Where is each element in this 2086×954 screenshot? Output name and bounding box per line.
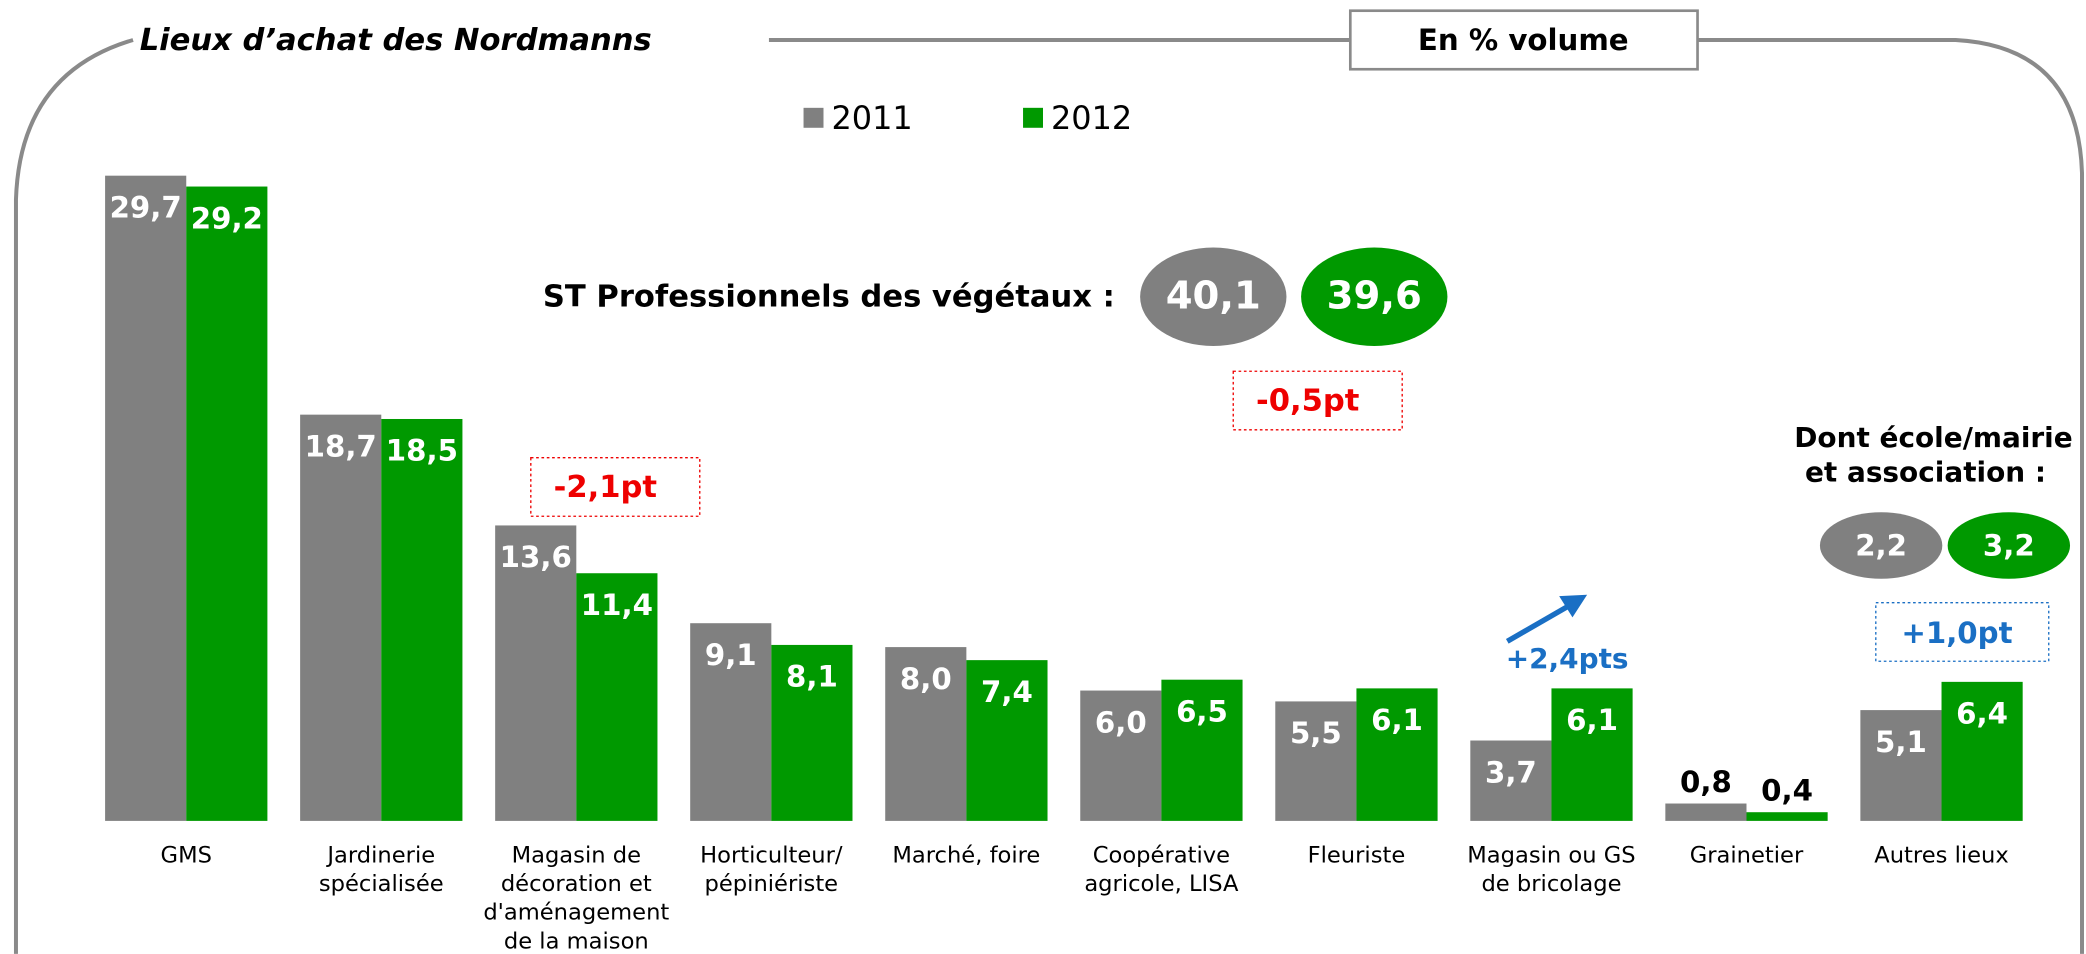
legend-swatch bbox=[1023, 107, 1043, 128]
subtotal-bubble bbox=[1301, 247, 1448, 346]
x-tick-label: Magasin de décoration et d'aménagement de l… bbox=[483, 842, 669, 954]
bar bbox=[1746, 812, 1828, 821]
subtitle-box bbox=[1348, 9, 1699, 71]
bar bbox=[1275, 701, 1357, 821]
value-label: 8,0 bbox=[900, 662, 952, 696]
bar bbox=[1941, 681, 2023, 821]
bar bbox=[576, 573, 658, 821]
bar bbox=[1080, 690, 1162, 821]
bar bbox=[885, 647, 967, 821]
x-tick-label: Jardinerie spécialisée bbox=[319, 842, 444, 897]
bar bbox=[1161, 679, 1243, 821]
x-tick-label: Autres lieux bbox=[1874, 842, 2009, 868]
value-label: 29,7 bbox=[110, 190, 182, 224]
bar bbox=[1665, 803, 1747, 821]
value-label: 18,7 bbox=[305, 429, 377, 463]
value-label: 18,5 bbox=[386, 434, 458, 468]
bar bbox=[1470, 740, 1552, 821]
delta-box bbox=[1875, 602, 2050, 662]
delta: -0,5pt bbox=[1256, 383, 1359, 418]
x-tick-label: Horticulteur/pépiniériste bbox=[700, 842, 843, 897]
x-tick-label: Fleuriste bbox=[1308, 842, 1406, 868]
value-label: 5,1 bbox=[1875, 725, 1927, 759]
value-label: 3,7 bbox=[1485, 755, 1537, 789]
value-label: 11,4 bbox=[581, 588, 653, 622]
bar bbox=[771, 644, 853, 821]
subtotal-bubble bbox=[1140, 247, 1287, 346]
bar bbox=[381, 418, 463, 821]
delta-box bbox=[1232, 370, 1403, 431]
x-tick-label: Coopérative agricole, LISA bbox=[1084, 842, 1239, 897]
value-label: 8,1 bbox=[786, 660, 838, 694]
subtotal-value: 40,1 bbox=[1166, 274, 1261, 319]
value-label: 9,1 bbox=[705, 638, 757, 672]
other-label: et association : bbox=[1805, 456, 2046, 489]
value-label: 6,5 bbox=[1176, 694, 1228, 728]
bar bbox=[186, 186, 268, 821]
value-label: 0,8 bbox=[1680, 765, 1732, 799]
arrow bbox=[1505, 599, 1578, 644]
value-label: 6,1 bbox=[1371, 703, 1423, 737]
bar bbox=[966, 660, 1048, 821]
value-label: 5,5 bbox=[1290, 716, 1342, 750]
delta-box bbox=[530, 457, 701, 517]
other-label: Dont école/mairie bbox=[1794, 421, 2072, 454]
arrow-head bbox=[1559, 594, 1588, 618]
bar bbox=[1551, 688, 1633, 821]
x-tick-label: GMS bbox=[161, 842, 212, 868]
value-label: 6,4 bbox=[1956, 697, 2008, 731]
value-label: 0,4 bbox=[1761, 774, 1813, 808]
value-label: 7,4 bbox=[981, 675, 1033, 709]
bar bbox=[1860, 710, 1942, 821]
x-tick-label: Grainetier bbox=[1690, 842, 1804, 868]
value-label: 13,6 bbox=[500, 540, 572, 574]
x-tick-label: Marché, foire bbox=[892, 842, 1040, 868]
subtotal-value: 39,6 bbox=[1327, 274, 1422, 319]
frame bbox=[13, 37, 2085, 954]
x-tick-label: Magasin ou GS de bricolage bbox=[1467, 842, 1635, 897]
value-label: 6,0 bbox=[1095, 705, 1147, 739]
value-label: 29,2 bbox=[191, 201, 263, 235]
other-value: 2,2 bbox=[1855, 528, 1907, 562]
bar bbox=[690, 623, 772, 821]
other-bubble bbox=[1947, 512, 2071, 579]
delta: +1,0pt bbox=[1901, 616, 2012, 650]
subtotal-label: ST Professionnels des végétaux : bbox=[543, 280, 1115, 315]
chart-title: Lieux d’achat des Nordmanns bbox=[140, 23, 652, 58]
bar bbox=[300, 414, 382, 821]
other-value: 3,2 bbox=[1983, 528, 2035, 562]
subtitle: En % volume bbox=[1418, 23, 1629, 57]
value-label: 6,1 bbox=[1566, 703, 1618, 737]
legend-label: 2011 bbox=[831, 99, 912, 137]
bar bbox=[105, 175, 187, 821]
legend-label: 2012 bbox=[1051, 99, 1132, 137]
bar bbox=[495, 525, 577, 821]
other-bubble bbox=[1819, 512, 1943, 579]
delta: +2,4pts bbox=[1506, 642, 1629, 675]
bar bbox=[1356, 688, 1438, 821]
legend-swatch bbox=[803, 107, 824, 128]
delta: -2,1pt bbox=[554, 470, 657, 505]
